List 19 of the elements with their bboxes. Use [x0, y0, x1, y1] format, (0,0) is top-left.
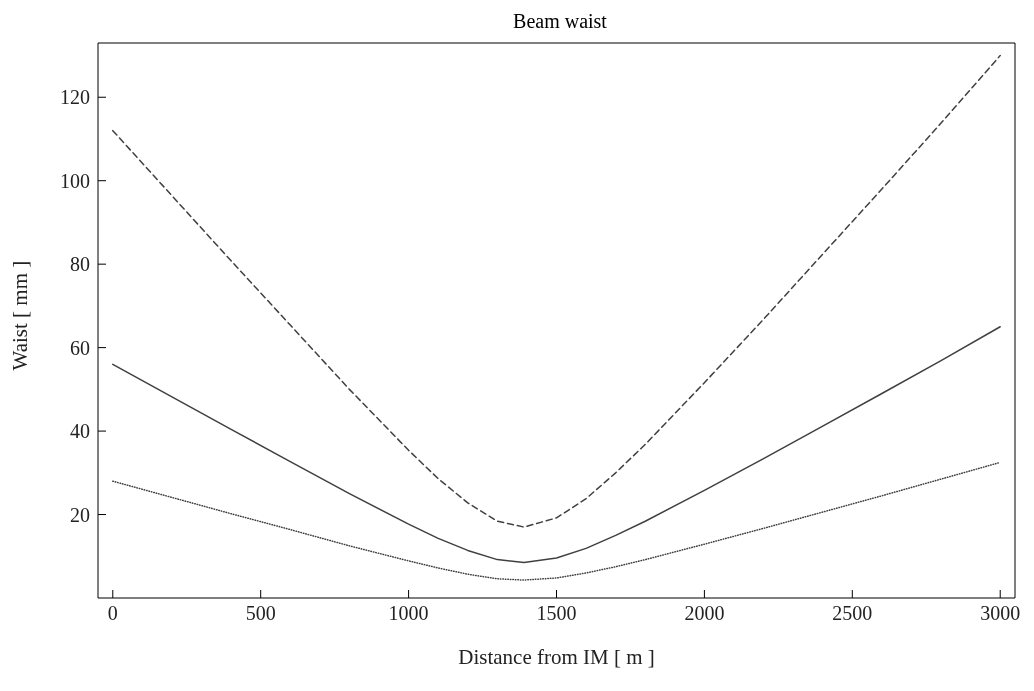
y-axis-title: Waist [ mm ]: [8, 260, 33, 371]
line-series: [112, 461, 1001, 581]
chart-title: Beam waist: [512, 10, 608, 33]
x-tick-label: 1000: [388, 602, 429, 625]
x-tick-label: 2500: [832, 602, 873, 625]
y-tick-label: 40: [70, 420, 90, 443]
y-tick-label: 100: [60, 169, 90, 192]
line-series: [112, 326, 1001, 564]
line-series: [112, 54, 1001, 528]
x-tick-label: 500: [245, 602, 276, 625]
y-tick-label: 80: [70, 253, 90, 276]
x-tick-label: 2000: [684, 602, 725, 625]
x-axis-title: Distance from IM [ m ]: [458, 645, 655, 669]
y-tick-label: 60: [70, 336, 90, 359]
x-tick-label: 3000: [980, 602, 1021, 625]
y-tick-label: 20: [70, 503, 90, 526]
x-tick-label: 1500: [536, 602, 577, 625]
x-tick-label: 0: [107, 602, 118, 625]
y-tick-label: 120: [60, 86, 90, 109]
